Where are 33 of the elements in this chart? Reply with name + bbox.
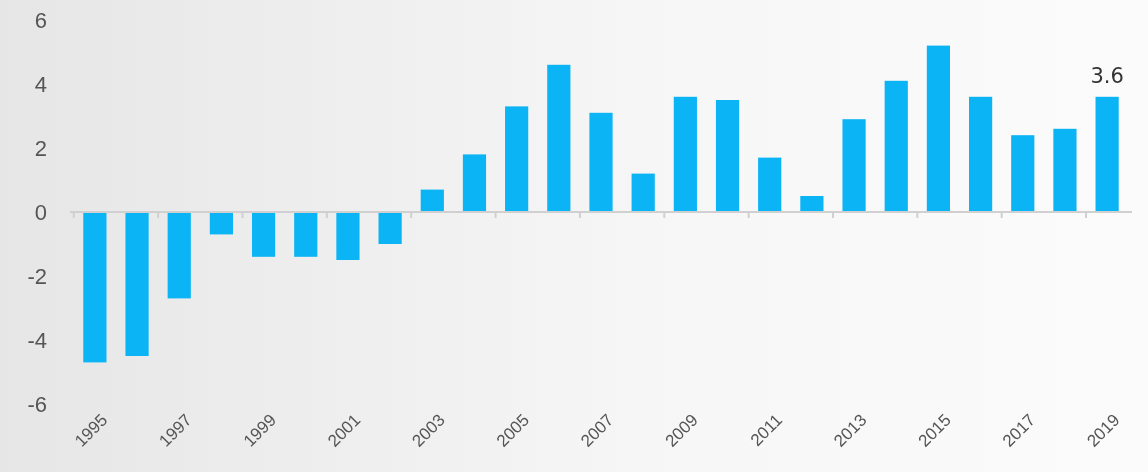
bar bbox=[462, 154, 487, 212]
bar bbox=[673, 96, 697, 212]
y-tick-label: -4 bbox=[27, 327, 47, 353]
bar bbox=[294, 212, 318, 257]
bar bbox=[125, 212, 149, 356]
bar bbox=[842, 119, 866, 212]
bar bbox=[336, 212, 360, 260]
bar bbox=[589, 112, 613, 212]
bar bbox=[715, 100, 740, 212]
bar bbox=[167, 212, 191, 299]
bar bbox=[505, 106, 529, 212]
bar bbox=[631, 173, 655, 212]
y-tick-label: -6 bbox=[27, 391, 47, 417]
bar bbox=[547, 64, 571, 212]
bar bbox=[251, 212, 276, 257]
y-tick-label: 0 bbox=[34, 199, 47, 225]
bar bbox=[884, 80, 908, 212]
bar bbox=[420, 189, 444, 212]
bar bbox=[926, 45, 951, 212]
bar bbox=[209, 212, 234, 235]
y-tick-label: 4 bbox=[34, 71, 47, 97]
y-tick-label: -2 bbox=[27, 263, 47, 289]
bar bbox=[968, 96, 993, 212]
bar bbox=[1011, 135, 1035, 212]
bar bbox=[1095, 96, 1119, 212]
y-tick-label: 6 bbox=[34, 7, 47, 33]
bar bbox=[378, 212, 402, 244]
bar bbox=[1053, 128, 1077, 212]
bar bbox=[83, 212, 107, 363]
bar bbox=[800, 196, 824, 212]
data-label: 3.6 bbox=[1090, 63, 1124, 88]
bar bbox=[758, 157, 782, 212]
y-tick-label: 2 bbox=[34, 135, 47, 161]
